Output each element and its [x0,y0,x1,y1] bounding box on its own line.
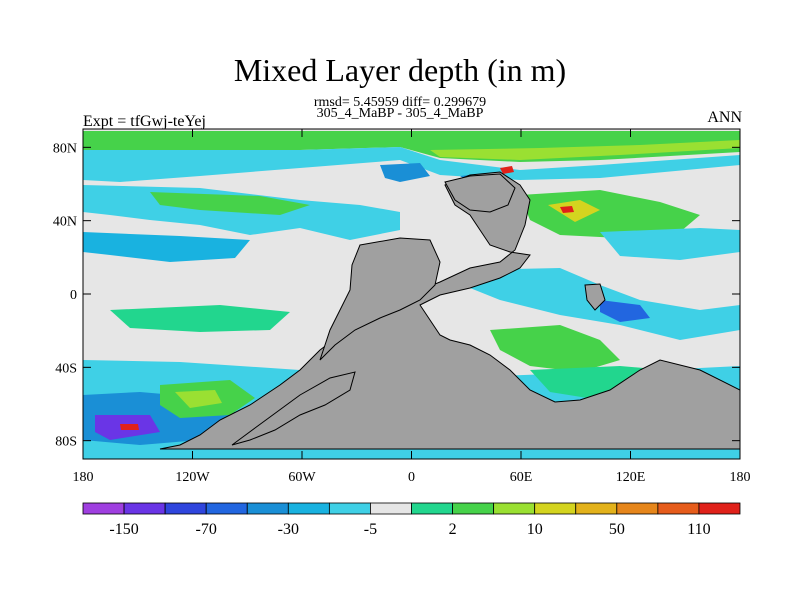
chart-title: Mixed Layer depth (in m) [233,52,567,88]
colorbar-swatch [575,502,618,515]
lat-tick-label: 0 [70,288,77,303]
colorbar-swatch [657,502,700,515]
colorbar-label: 110 [687,521,710,538]
colorbar-swatch [534,502,577,515]
case-line: 305_4_MaBP - 305_4_MaBP [316,106,484,121]
colorbar-swatch [370,502,412,515]
lat-tick-label: 40N [53,215,77,230]
land-mass [159,171,740,450]
land-north-block [444,173,516,213]
westpac-cyan [83,232,250,262]
colorbar-swatch [411,502,453,515]
colorbar-swatch [328,502,371,515]
arctic-lightgreen [430,140,740,160]
colorbar-swatch [205,502,248,515]
lat-tick-label: 80N [53,141,77,156]
natl-cyan [600,228,740,260]
land-west-coast [231,371,356,446]
southern-yellowgreen [175,390,222,408]
lon-tick-label: 60W [288,470,316,485]
southern-red [120,424,139,430]
lon-tick-label: 120W [175,470,210,485]
sind-green [490,325,620,372]
npac-green-patch [150,192,310,215]
colorbar-swatch [452,502,495,515]
map-field [83,129,740,459]
lon-axis: 180 120W 60W 0 60E 120E 180 [73,129,751,485]
lat-tick-label: 40S [55,361,77,376]
arctic-hotspot [500,166,514,174]
colorbar-swatch [287,502,330,515]
arctic-cyan-band [83,147,740,182]
map-panel: 180 120W 60W 0 60E 120E 180 80N 40N 0 40S 80S [53,128,751,485]
colorbar-swatch [82,502,125,515]
natl-yellow [548,200,600,222]
colorbar-swatch [616,502,659,515]
season-label: ANN [707,109,742,126]
land-west-arm [319,237,441,361]
colorbar: -150 -70 -30 -5 2 10 50 110 [82,502,741,538]
experiment-label: Expt = tfGwj-teYej [83,113,206,130]
land-east-peninsula [584,283,606,311]
stats-line: rmsd= 5.45959 diff= 0.299679 [313,95,487,110]
colorbar-label: -5 [364,521,377,538]
colorbar-label: 50 [609,521,625,538]
colorbar-swatch [493,502,536,515]
lon-tick-label: 0 [408,470,415,485]
colorbar-label: -30 [278,521,299,538]
lat-tick-label: 80S [55,435,77,450]
colorbar-swatch [698,502,741,515]
trop-blue [600,300,650,322]
colorbar-label: 10 [527,521,543,538]
lon-tick-label: 60E [510,470,533,485]
colorbar-swatch [164,502,207,515]
spac-green [110,305,290,332]
lon-tick-label: 180 [73,470,94,485]
lat-axis: 80N 40N 0 40S 80S [53,141,740,450]
natl-hot [560,206,574,213]
lon-tick-label: 180 [730,470,751,485]
colorbar-swatch [123,502,166,515]
colorbar-label: -150 [109,521,138,538]
natl-green [520,190,700,238]
colorbar-swatch [246,502,289,515]
colorbar-label: -70 [196,521,217,538]
lon-tick-label: 120E [616,470,646,485]
colorbar-label: 2 [449,521,457,538]
